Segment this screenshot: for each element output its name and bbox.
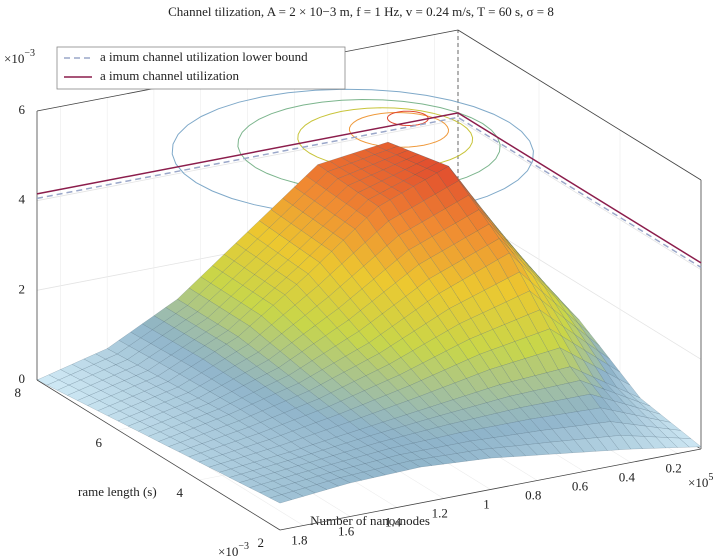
- legend-label: a imum channel utilization: [100, 68, 239, 83]
- y-tick-label: 8: [15, 385, 22, 400]
- multiplier: ×10−3: [4, 48, 35, 66]
- surface-patch: [147, 431, 171, 442]
- x-tick-label: 1: [483, 496, 490, 511]
- multiplier-exp: −3: [24, 48, 35, 59]
- y-tick-label: 4: [177, 485, 184, 500]
- x-tick-label: 0.2: [665, 460, 681, 475]
- multiplier: ×10−3: [218, 541, 249, 559]
- surface-patch: [248, 484, 273, 494]
- x-tick-label: 1.2: [432, 505, 448, 520]
- chart-title: Channel tilization, A = 2 × 10−3 m, f = …: [168, 4, 554, 19]
- surface-patch: [117, 416, 141, 427]
- x-tick-label: 0.8: [525, 487, 541, 502]
- y-tick-label: 6: [96, 435, 103, 450]
- surface-patch: [167, 442, 192, 453]
- surface-patch: [269, 494, 293, 504]
- surface-patch: [46, 379, 70, 391]
- surface-patch: [208, 463, 232, 473]
- legend: a imum channel utilization lower bound a …: [56, 46, 346, 90]
- surface-patch: [107, 410, 131, 422]
- multiplier-base: ×10: [218, 544, 238, 559]
- bound-line: [36, 116, 702, 269]
- surface-patch: [97, 405, 121, 417]
- surface-patch: [228, 473, 252, 483]
- box-edge: [457, 29, 702, 181]
- box-edge: [279, 448, 702, 531]
- x-tick-label: 1.6: [338, 523, 355, 538]
- multiplier-exp: −3: [238, 541, 249, 552]
- z-tick-label: 4: [19, 192, 26, 207]
- multiplier: ×105: [688, 472, 713, 490]
- x-tick-label: 0.4: [619, 469, 636, 484]
- multiplier-base: ×10: [688, 475, 708, 490]
- y-tick-label: 2: [258, 535, 265, 550]
- bound-line: [36, 112, 702, 264]
- multiplier-exp: 5: [708, 472, 713, 483]
- legend-label: a imum channel utilization lower bound: [100, 49, 308, 64]
- x-tick-label: 1.4: [385, 514, 402, 529]
- y-axis-label: rame length (s): [78, 484, 157, 499]
- contour: [387, 110, 429, 127]
- x-tick-label: 0.6: [572, 478, 589, 493]
- surface-patch: [157, 436, 181, 447]
- z-tick-label: 6: [19, 102, 26, 117]
- surface-patch: [259, 489, 283, 499]
- multiplier-base: ×10: [4, 51, 24, 66]
- x-axis-label: Number of nano-nodes: [310, 513, 430, 528]
- surface-patch: [198, 458, 222, 468]
- surface-patch: [56, 384, 80, 396]
- z-tick-label: 2: [19, 281, 26, 296]
- box-edge: [36, 379, 281, 531]
- legend-box: [56, 46, 346, 90]
- x-tick-label: 1.8: [291, 532, 307, 547]
- z-tick-label: 0: [19, 371, 26, 386]
